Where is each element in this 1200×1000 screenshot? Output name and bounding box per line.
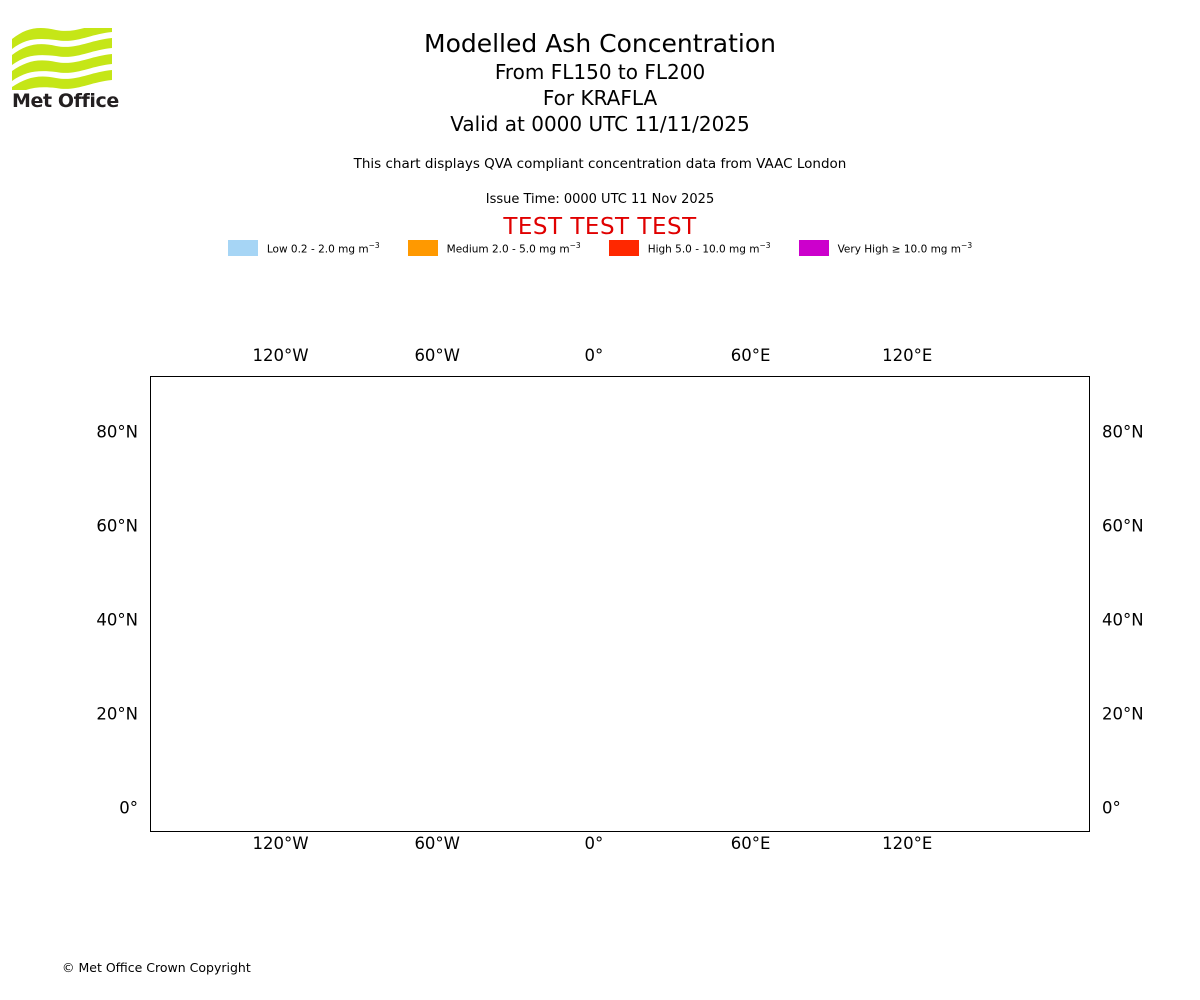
lon-tick-label: 60°E	[730, 346, 771, 365]
source-note: This chart displays QVA compliant concen…	[353, 156, 847, 172]
met-office-wave-icon	[12, 28, 112, 90]
legend-item-medium: Medium 2.0 - 5.0 mg m−3	[407, 240, 581, 256]
met-office-logo	[12, 28, 112, 112]
legend-swatch	[227, 240, 258, 256]
title-block: Modelled Ash Concentration From FL150 to…	[0, 28, 1200, 137]
legend-label: Low 0.2 - 2.0 mg m−3	[266, 240, 380, 256]
legend-label: Medium 2.0 - 5.0 mg m−3	[446, 240, 581, 256]
lat-tick-label: 20°N	[96, 704, 138, 724]
flight-level-subtitle: From FL150 to FL200	[494, 60, 706, 84]
map-area: 120°W 60°W 0° 60°E 120°E 120°W 60°W 0° 60°E 120°…	[96, 346, 1143, 853]
lon-tick-label: 0°	[584, 346, 604, 365]
lat-tick-label: 20°N	[1102, 704, 1144, 724]
lon-tick-label: 120°E	[882, 834, 933, 853]
lat-tick-label: 60°N	[1102, 516, 1144, 536]
volcano-subtitle: For KRAFLA	[542, 86, 658, 110]
lat-tick-label: 80°N	[96, 422, 138, 442]
valid-time-subtitle: Valid at 0000 UTC 11/11/2025	[450, 112, 750, 136]
legend-item-low: Low 0.2 - 2.0 mg m−3	[227, 240, 380, 256]
lon-tick-label: 120°W	[252, 346, 309, 365]
lat-tick-label: 40°N	[1102, 610, 1144, 630]
lat-tick-label: 80°N	[1102, 422, 1144, 442]
met-office-wordmark: Met Office	[12, 90, 119, 112]
legend-swatch	[407, 240, 438, 256]
copyright-notice: © Met Office Crown Copyright	[62, 960, 251, 975]
issue-time: Issue Time: 0000 UTC 11 Nov 2025	[485, 192, 715, 207]
legend-swatch	[798, 240, 829, 256]
lat-tick-label: 60°N	[96, 516, 138, 536]
lon-tick-label: 60°W	[414, 834, 460, 853]
lat-tick-label: 0°	[119, 798, 138, 818]
lon-tick-label: 120°W	[252, 834, 309, 853]
test-banner: TEST TEST TEST	[503, 214, 697, 240]
lon-tick-label: 120°E	[882, 346, 933, 365]
lat-tick-label: 0°	[1102, 798, 1121, 818]
longitude-axis-top: 120°W 60°W 0° 60°E 120°E	[150, 346, 1090, 370]
lon-tick-label: 60°W	[414, 346, 460, 365]
page-title: Modelled Ash Concentration	[424, 29, 776, 58]
map-frame	[150, 376, 1090, 832]
longitude-axis-bottom: 120°W 60°W 0° 60°E 120°E	[150, 834, 1090, 858]
lon-tick-label: 0°	[584, 834, 604, 853]
lon-tick-label: 60°E	[730, 834, 771, 853]
legend-item-high: High 5.0 - 10.0 mg m−3	[608, 240, 771, 256]
legend-swatch	[608, 240, 639, 256]
lat-tick-label: 40°N	[96, 610, 138, 630]
legend-item-very-high: Very High ≥ 10.0 mg m−3	[798, 240, 973, 256]
concentration-legend: Low 0.2 - 2.0 mg m−3 Medium 2.0 - 5.0 mg …	[0, 240, 1200, 256]
legend-label: Very High ≥ 10.0 mg m−3	[837, 240, 973, 256]
legend-label: High 5.0 - 10.0 mg m−3	[647, 240, 771, 256]
